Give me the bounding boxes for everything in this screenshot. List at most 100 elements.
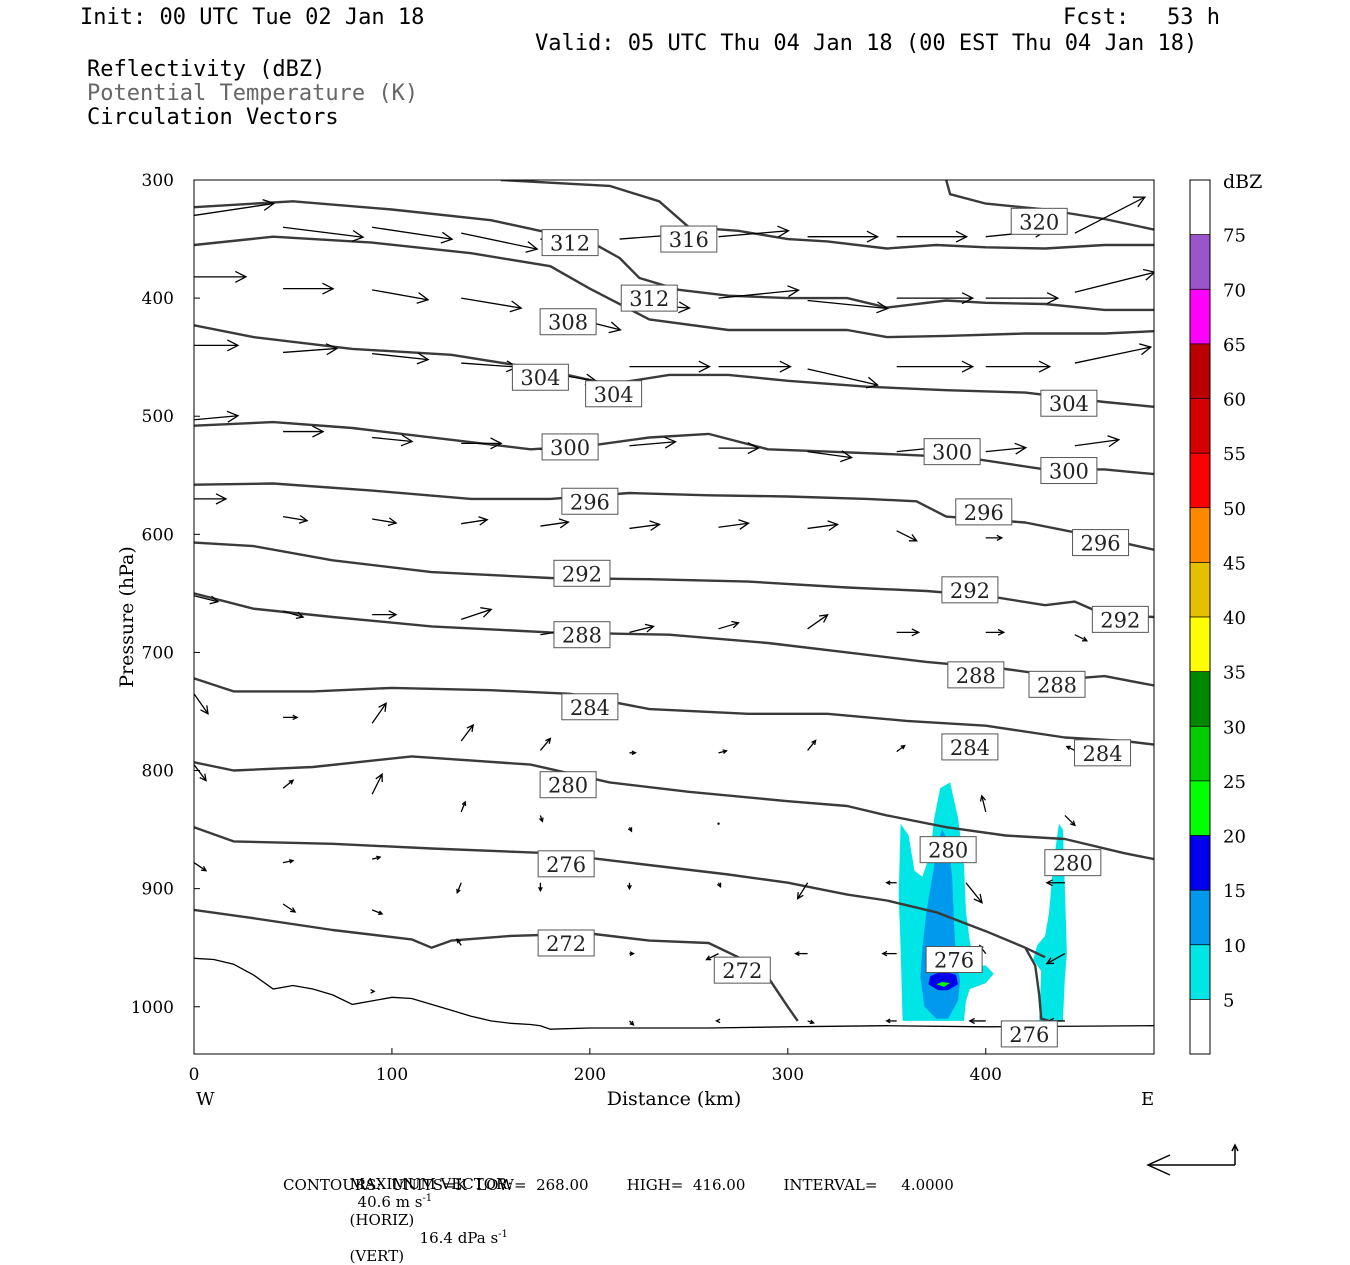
vector-head — [325, 343, 339, 356]
contour-label-text: 320 — [1019, 210, 1059, 234]
vector-shaft — [807, 523, 838, 530]
vector-head — [631, 750, 637, 756]
circulation-vector — [885, 1018, 897, 1024]
circulation-vector — [282, 779, 295, 789]
vector-head — [1132, 196, 1147, 208]
contour-label: 280 — [539, 771, 597, 799]
vector-head — [627, 827, 633, 833]
circulation-vector — [718, 620, 740, 630]
contour-label: 300 — [923, 438, 981, 466]
vector-shaft — [461, 297, 522, 309]
contour-label: 304 — [1040, 389, 1098, 417]
vector-head — [416, 352, 430, 365]
contour-label: 276 — [1000, 1020, 1058, 1048]
circulation-vector — [629, 520, 661, 531]
vector-head — [979, 794, 986, 802]
x-tick-label: 0 — [189, 1065, 200, 1085]
vector-head — [649, 520, 661, 531]
vector-shaft — [194, 862, 207, 872]
vector-head — [375, 772, 383, 783]
circulation-vector — [896, 744, 906, 753]
vector-head — [629, 951, 635, 956]
field-potential-temperature: Potential Temperature (K) — [87, 81, 419, 106]
colorbar-segment — [1190, 617, 1210, 672]
circulation-vector — [985, 534, 1004, 541]
vector-head — [351, 229, 365, 242]
circulation-vector — [456, 938, 462, 946]
contour-label-text: 280 — [928, 839, 968, 863]
vector-shaft — [1074, 439, 1119, 447]
circulation-vector — [896, 230, 969, 243]
circulation-vector — [283, 343, 339, 356]
field-circulation-vectors: Circulation Vectors — [87, 105, 339, 130]
vector-shaft — [807, 368, 878, 386]
colorbar-label: 35 — [1223, 663, 1246, 684]
contour-label-box — [919, 836, 977, 864]
circulation-vector — [718, 225, 790, 238]
colorbar-segment — [1190, 726, 1210, 781]
circulation-vector — [985, 628, 1006, 636]
circulation-vector — [371, 909, 384, 915]
vector-shaft — [283, 347, 338, 354]
vector-head — [1107, 435, 1121, 448]
contour-label-text: 292 — [1100, 608, 1140, 632]
vector-head — [996, 534, 1004, 541]
circulation-vector — [538, 882, 543, 893]
contour-label: 280 — [919, 836, 977, 864]
vert-unit-exponent: -1 — [498, 1229, 508, 1240]
circulation-vector — [194, 595, 220, 605]
y-tick-label: 300 — [142, 171, 174, 191]
contour-label-box — [1028, 670, 1086, 698]
vector-shaft — [807, 299, 888, 310]
circulation-vector — [371, 855, 382, 861]
reflectivity-area-20dbz — [936, 982, 951, 987]
vector-shaft — [629, 441, 676, 447]
theta-contour-280 — [194, 755, 1154, 861]
vector-head — [779, 360, 792, 373]
circulation-vector — [965, 882, 983, 904]
theta-contour-284 — [194, 677, 1154, 746]
contour-label-text: 296 — [1081, 532, 1121, 556]
vector-head — [819, 613, 829, 623]
contour-label: 276 — [925, 946, 983, 974]
vector-dot — [717, 822, 720, 825]
circulation-vector — [1045, 879, 1065, 887]
vector-head — [968, 1017, 976, 1025]
vector-head — [627, 884, 632, 891]
theta-contour-276 — [194, 826, 1046, 959]
vector-head — [387, 517, 398, 527]
colorbar-segment — [1190, 180, 1210, 235]
vector-head — [416, 292, 430, 304]
vector-head — [1038, 360, 1052, 373]
circulation-vector — [461, 607, 493, 620]
circulation-vector — [456, 882, 462, 895]
circulation-vector — [372, 517, 398, 527]
circulation-vector — [885, 880, 897, 886]
colorbar-label: 5 — [1223, 990, 1234, 1011]
vector-head — [722, 749, 728, 754]
vector-shaft — [896, 745, 906, 753]
colorbar-label: 55 — [1223, 444, 1246, 465]
field-reflectivity: Reflectivity (dBZ) — [87, 57, 326, 82]
vector-head — [698, 360, 711, 373]
y-tick-label: 800 — [142, 762, 174, 782]
y-tick-label: 700 — [142, 643, 174, 663]
theta-contour-308 — [194, 235, 1154, 339]
vector-shaft — [1074, 271, 1154, 293]
contour-label: 296 — [955, 498, 1013, 526]
circulation-vector — [539, 737, 552, 751]
plot-frame — [193, 179, 1155, 1055]
contour-label-box — [539, 771, 597, 799]
colorbar-segment — [1190, 780, 1210, 836]
vector-shaft — [282, 226, 364, 238]
vector-shaft — [718, 289, 799, 299]
vector-shaft — [807, 451, 852, 459]
circulation-vector — [461, 360, 519, 373]
circulation-vector — [371, 702, 387, 724]
vector-shaft — [371, 702, 387, 724]
circulation-vector — [1074, 435, 1121, 448]
circulation-vector — [718, 749, 728, 754]
vector-head — [827, 520, 840, 531]
contour-label: 288 — [947, 661, 1005, 689]
theta-contour-304 — [194, 324, 1154, 408]
